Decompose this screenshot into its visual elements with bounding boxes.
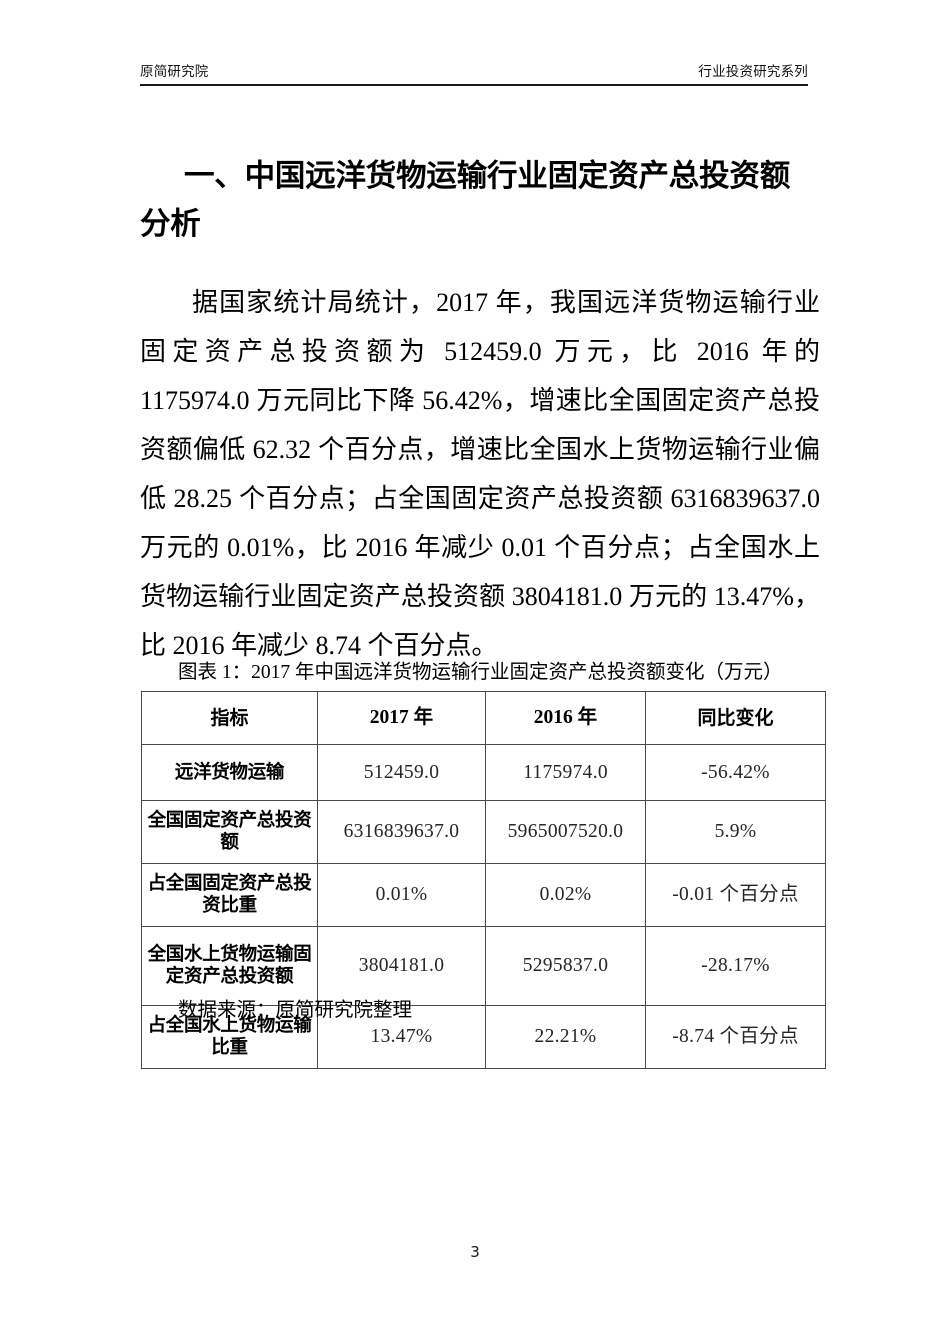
cell-2017: 0.01% bbox=[317, 863, 486, 927]
cell-change: -8.74 个百分点 bbox=[645, 1005, 826, 1069]
row-label: 全国固定资产总投资额 bbox=[141, 800, 318, 864]
body-paragraph: 据国家统计局统计，2017 年，我国远洋货物运输行业固定资产总投资额为 5124… bbox=[140, 288, 820, 660]
row-label: 全国水上货物运输固定资产总投资额 bbox=[141, 926, 318, 1006]
cell-2016: 0.02% bbox=[485, 863, 646, 927]
table-row: 远洋货物运输 512459.0 1175974.0 -56.42% bbox=[141, 744, 826, 801]
cell-change: 5.9% bbox=[645, 800, 826, 864]
table-header-row: 指标 2017 年 2016 年 同比变化 bbox=[141, 691, 826, 745]
page-number: 3 bbox=[470, 1243, 480, 1261]
cell-2017: 3804181.0 bbox=[317, 926, 486, 1006]
data-source-note: 数据来源：原简研究院整理 bbox=[178, 1000, 413, 1021]
cell-change: -56.42% bbox=[645, 744, 826, 801]
table-caption: 图表 1：2017 年中国远洋货物运输行业固定资产总投资额变化（万元） bbox=[178, 662, 783, 683]
cell-change: -0.01 个百分点 bbox=[645, 863, 826, 927]
column-header-change: 同比变化 bbox=[645, 691, 826, 745]
cell-change: -28.17% bbox=[645, 926, 826, 1006]
header-right-text: 行业投资研究系列 bbox=[698, 64, 808, 80]
investment-table: 指标 2017 年 2016 年 同比变化 远洋货物运输 512459.0 11… bbox=[141, 691, 826, 1069]
cell-2016: 1175974.0 bbox=[485, 744, 646, 801]
cell-2016: 22.21% bbox=[485, 1005, 646, 1069]
running-header: 原简研究院 行业投资研究系列 bbox=[140, 64, 808, 86]
cell-2017: 13.47% bbox=[317, 1005, 486, 1069]
cell-2016: 5295837.0 bbox=[485, 926, 646, 1006]
table-row: 占全国水上货物运输比重 13.47% 22.21% -8.74 个百分点 bbox=[141, 1005, 826, 1069]
table-row: 全国固定资产总投资额 6316839637.0 5965007520.0 5.9… bbox=[141, 800, 826, 864]
column-header-indicator: 指标 bbox=[141, 691, 318, 745]
section-heading: 一、中国远洋货物运输行业固定资产总投资额分析 bbox=[140, 159, 790, 243]
cell-2016: 5965007520.0 bbox=[485, 800, 646, 864]
cell-2017: 6316839637.0 bbox=[317, 800, 486, 864]
row-label: 占全国固定资产总投资比重 bbox=[141, 863, 318, 927]
column-header-2016: 2016 年 bbox=[485, 691, 646, 745]
table-row: 全国水上货物运输固定资产总投资额 3804181.0 5295837.0 -28… bbox=[141, 926, 826, 1006]
table-row: 占全国固定资产总投资比重 0.01% 0.02% -0.01 个百分点 bbox=[141, 863, 826, 927]
row-label: 远洋货物运输 bbox=[141, 744, 318, 801]
cell-2017: 512459.0 bbox=[317, 744, 486, 801]
column-header-2017: 2017 年 bbox=[317, 691, 486, 745]
header-left-text: 原简研究院 bbox=[140, 64, 209, 80]
row-label: 占全国水上货物运输比重 bbox=[141, 1005, 318, 1069]
